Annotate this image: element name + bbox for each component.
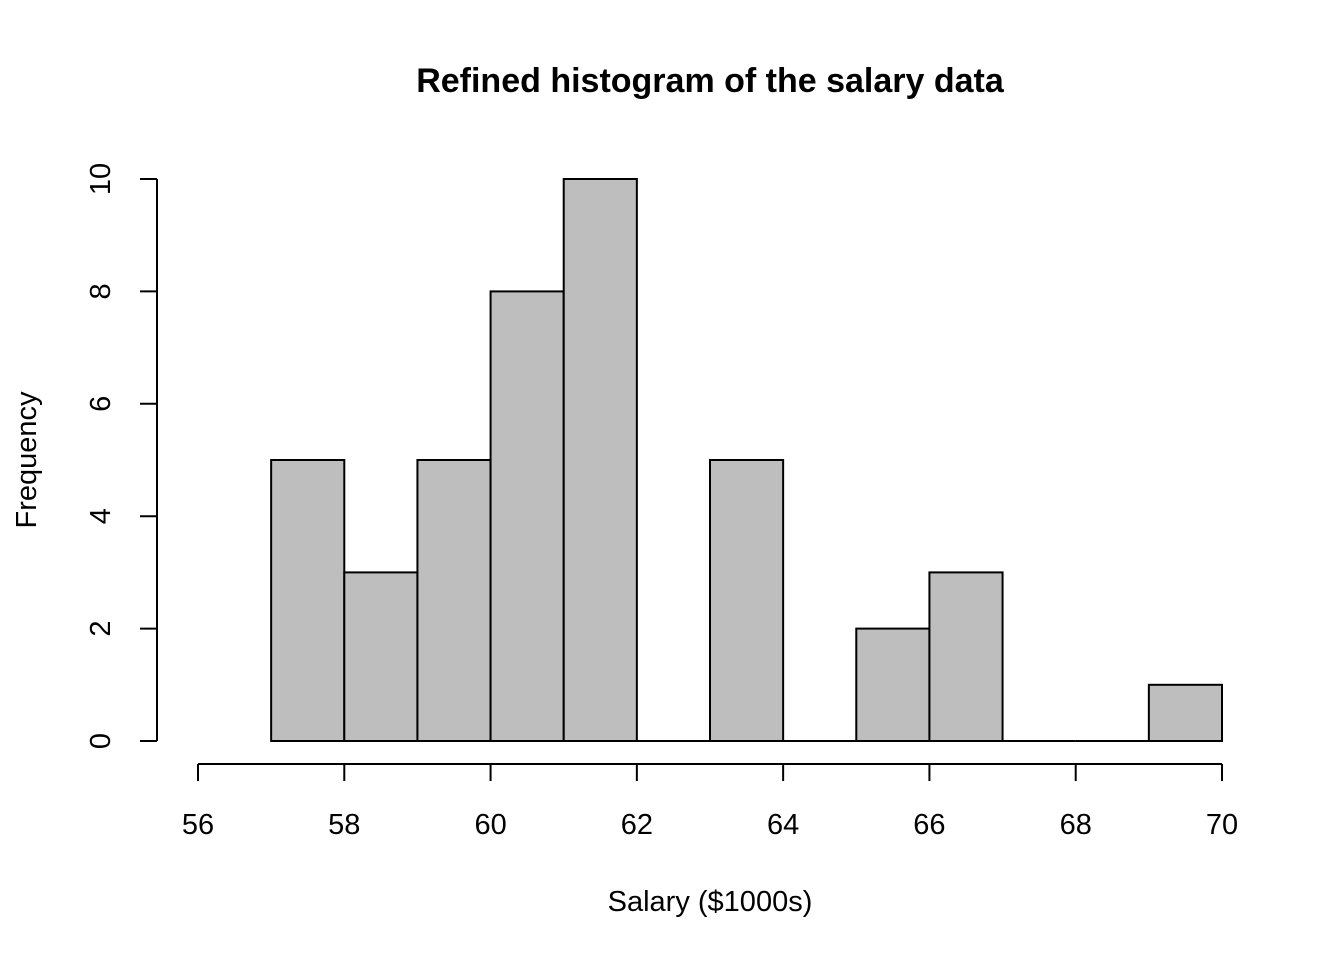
histogram-bar [343,571,419,743]
x-tick-label: 56 [182,809,214,841]
x-axis: 56 58 60 62 64 66 68 70 [182,763,1238,841]
y-axis: 0 2 4 6 8 10 [85,163,158,749]
histogram-bar [489,290,565,742]
x-tick-label: 58 [328,809,360,841]
histogram-bar [928,571,1004,743]
y-tick-label: 8 [85,283,117,299]
y-tick-label: 2 [85,621,117,637]
bars-group [270,178,1224,743]
x-tick-label: 70 [1206,809,1238,841]
y-axis-label: Frequency [11,391,43,529]
histogram-bar [855,627,931,742]
x-tick-label: 66 [913,809,945,841]
histogram-bar [270,459,346,742]
x-tick-label: 60 [474,809,506,841]
histogram-bar [1147,683,1224,742]
y-tick-label: 0 [85,733,117,749]
chart-title: Refined histogram of the salary data [416,62,1005,100]
x-axis-label: Salary ($1000s) [608,886,813,918]
x-tick-label: 68 [1060,809,1092,841]
histogram-bar [416,459,492,742]
y-tick-label: 4 [85,508,117,524]
y-tick-label: 6 [85,396,117,412]
x-tick-label: 62 [621,809,653,841]
y-tick-label: 10 [85,163,117,195]
x-tick-label: 64 [767,809,799,841]
histogram-bar [562,178,638,742]
histogram-bar [709,459,785,742]
